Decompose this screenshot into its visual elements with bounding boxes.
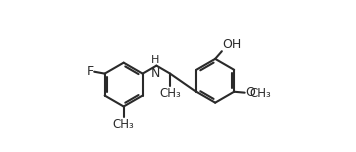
Text: OH: OH bbox=[222, 38, 241, 51]
Text: F: F bbox=[86, 65, 93, 78]
Text: H: H bbox=[151, 55, 159, 65]
Text: N: N bbox=[151, 67, 160, 79]
Text: O: O bbox=[245, 86, 255, 99]
Text: CH₃: CH₃ bbox=[159, 87, 181, 100]
Text: CH₃: CH₃ bbox=[113, 118, 135, 131]
Text: CH₃: CH₃ bbox=[250, 86, 271, 100]
